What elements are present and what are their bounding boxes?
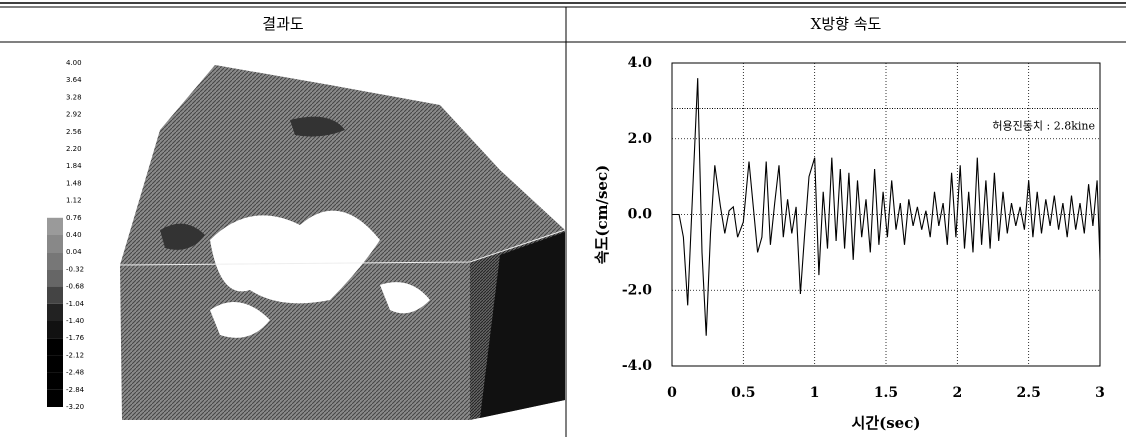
threshold-label: 허용진동치 : 2.8kine	[992, 119, 1095, 132]
y-axis-label: 속도(cm/sec)	[593, 165, 611, 264]
legend-label: -2.12	[66, 351, 84, 359]
x-tick-label: 0	[667, 385, 677, 401]
legend-label: 1.84	[66, 162, 82, 170]
x-tick-label: 0.5	[731, 385, 755, 401]
legend-swatch	[47, 218, 63, 235]
y-tick-label: 4.0	[628, 55, 653, 71]
x-axis-label: 시간(sec)	[852, 414, 921, 432]
legend-swatch	[47, 390, 63, 407]
legend-label: 2.20	[66, 145, 82, 153]
header: X방향 속도	[811, 15, 882, 33]
legend-label: -1.76	[66, 334, 85, 342]
legend-label: 2.56	[66, 128, 82, 136]
legend-label: -2.84	[66, 386, 85, 394]
y-tick-label: 0.0	[628, 207, 653, 223]
legend-label: -2.48	[66, 369, 84, 377]
page: 결과도 X방향 속도 4.003.643.282.922.562.201.841…	[0, 0, 1126, 437]
legend-label: -1.40	[66, 317, 84, 325]
legend-label: 1.12	[66, 197, 82, 205]
legend-label: 0.40	[66, 231, 82, 239]
legend-label: 1.48	[66, 179, 82, 187]
legend-label: -3.20	[66, 403, 84, 411]
chart: 4.0 2.0 0.0 -2.0 -4.0 0 0.5 1 1.5 2 2.5 3 시간(sec) 속도(…	[593, 55, 1105, 432]
legend-label: 0.76	[66, 214, 82, 222]
y-tick-label: 2.0	[628, 131, 653, 147]
legend-label: 3.28	[66, 93, 82, 101]
y-tick-label: -4.0	[622, 358, 652, 374]
legend-label: -0.68	[66, 283, 84, 291]
legend-swatch	[47, 252, 63, 269]
legend-swatch	[47, 269, 63, 286]
legend: 4.00 3.64 3.28 2.92 2.56 2.20 1.84 1.48 1.12 0.76…	[47, 59, 85, 411]
legend-swatch	[47, 338, 63, 355]
legend-swatch	[47, 373, 63, 390]
legend-swatch	[47, 355, 63, 372]
legend-label: -1.04	[66, 300, 85, 308]
x-tick-label: 3	[1095, 385, 1105, 401]
x-tick-label: 2.5	[1016, 385, 1040, 401]
legend-swatch	[47, 287, 63, 304]
legend-swatch	[47, 235, 63, 252]
x-tick-label: 2	[952, 385, 962, 401]
legend-label: 4.00	[66, 59, 82, 67]
legend-label: 0.04	[66, 248, 82, 256]
legend-swatch	[47, 321, 63, 338]
mesh-image	[120, 65, 565, 420]
x-tick-label: 1	[810, 385, 820, 401]
legend-label: -0.32	[66, 265, 84, 273]
legend-swatch	[47, 304, 63, 321]
y-tick-label: -2.0	[622, 282, 652, 298]
legend-label: 2.92	[66, 111, 82, 119]
x-tick-label: 1.5	[874, 385, 898, 401]
legend-label: 3.64	[66, 76, 82, 84]
header: 결과도	[262, 15, 304, 33]
